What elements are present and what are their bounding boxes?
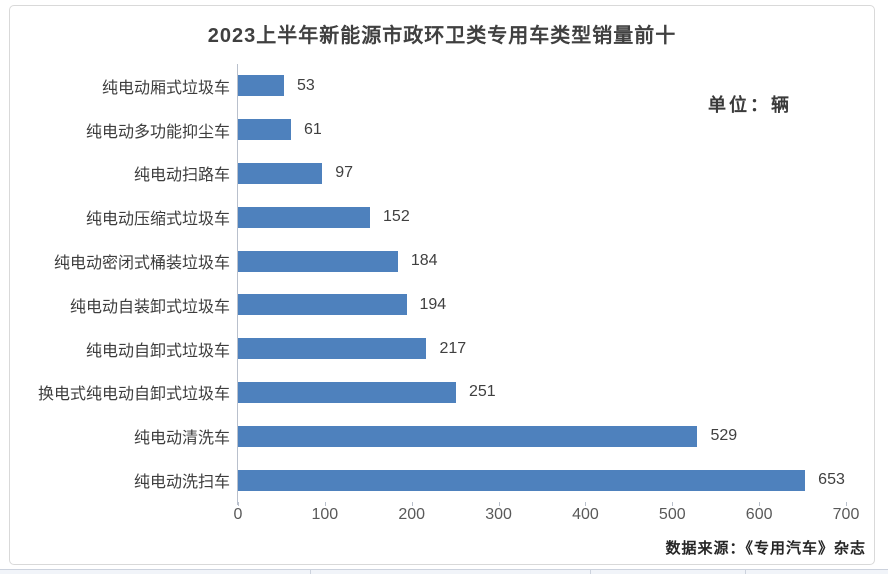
category-label: 纯电动清洗车 <box>133 430 230 448</box>
bar-row: 194 <box>238 283 878 327</box>
bar-row: 653 <box>238 458 878 502</box>
bar <box>238 381 456 403</box>
strip-divider <box>590 570 591 574</box>
category-axis-line <box>237 64 238 505</box>
bar <box>238 75 285 97</box>
bar <box>238 206 371 228</box>
chart-title: 2023上半年新能源市政环卫类专用车类型销量前十 <box>207 25 677 47</box>
category-label: 换电式纯电动自卸式垃圾车 <box>37 386 230 404</box>
category-label: 纯电动压缩式垃圾车 <box>85 211 230 229</box>
bar-value-label: 217 <box>439 339 467 357</box>
category-label: 纯电动扫路车 <box>133 167 230 185</box>
bar-value-label: 653 <box>818 471 845 489</box>
bar <box>238 250 398 272</box>
bar <box>238 162 323 184</box>
strip-divider <box>310 570 311 574</box>
unit-label: 单位：辆 <box>708 95 792 115</box>
bottom-strip <box>0 569 888 574</box>
bar-row: 152 <box>238 195 878 239</box>
bar <box>238 425 698 447</box>
category-label: 纯电动密闭式桶装垃圾车 <box>53 255 230 273</box>
category-axis: 纯电动厢式垃圾车纯电动多功能抑尘车纯电动扫路车纯电动压缩式垃圾车纯电动密闭式桶装… <box>0 64 230 502</box>
bar-row: 61 <box>238 108 878 152</box>
bar-row: 184 <box>238 239 878 283</box>
bar-value-label: 184 <box>410 252 438 270</box>
category-label: 纯电动厢式垃圾车 <box>101 79 230 97</box>
bar <box>238 338 427 360</box>
bar-row: 529 <box>238 414 878 458</box>
bar-value-label: 251 <box>469 383 496 401</box>
bar-value-label: 61 <box>303 120 322 138</box>
plot-area: 53 61 97 152 184 194 217 251 529 653 <box>238 64 878 502</box>
bar-value-label: 529 <box>710 427 738 445</box>
category-label: 纯电动洗扫车 <box>133 474 230 492</box>
bar-row: 97 <box>238 152 878 196</box>
bar-row: 53 <box>238 64 878 108</box>
category-label: 纯电动多功能抑尘车 <box>85 123 230 141</box>
bar-value-label: 97 <box>335 164 354 182</box>
bar <box>238 294 407 316</box>
data-source-note: 数据来源：《专用汽车》杂志 <box>665 540 866 557</box>
bar-value-label: 53 <box>297 76 315 94</box>
category-label: 纯电动自卸式垃圾车 <box>85 342 230 360</box>
bar-value-label: 194 <box>419 295 447 313</box>
bar <box>238 469 806 491</box>
bar-row: 217 <box>238 327 878 371</box>
bar <box>238 119 291 141</box>
category-label: 纯电动自装卸式垃圾车 <box>69 298 230 316</box>
bar-row: 251 <box>238 371 878 415</box>
bar-value-label: 152 <box>383 208 410 226</box>
strip-divider <box>745 570 746 574</box>
